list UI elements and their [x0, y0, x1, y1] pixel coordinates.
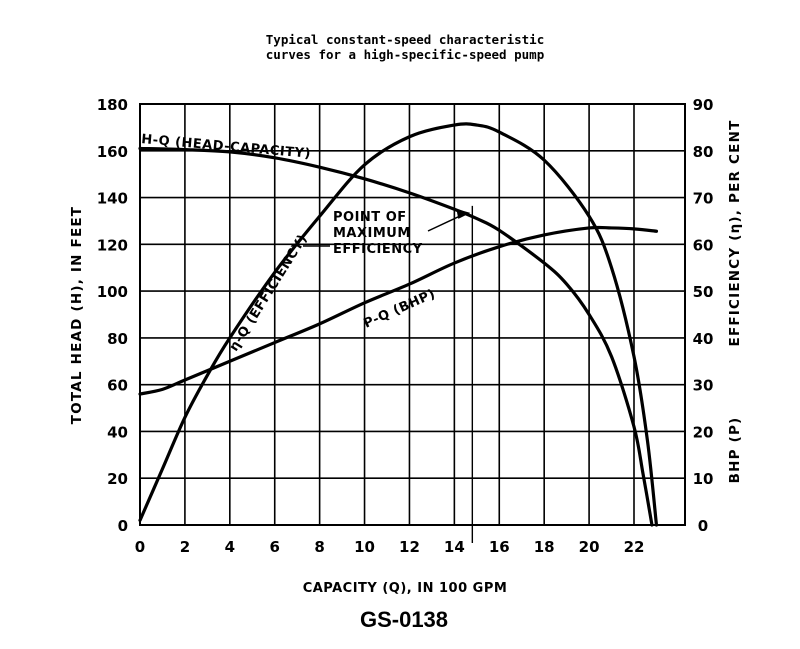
tick-labels: 0 2 4 6 8 10 12 14 16 18 20 22020406080100120140160… — [97, 96, 714, 556]
axis-labels: TOTAL HEAD (H), IN FEET EFFICIENCY (η), … — [69, 120, 743, 484]
y-left-tick-label: 20 — [107, 470, 128, 488]
plot-frame — [139, 103, 686, 526]
y-right-tick-label: 60 — [693, 236, 714, 254]
x-tick-label: 10 — [354, 538, 375, 556]
annotation-line-1: POINT OF — [333, 210, 407, 225]
pq-curve — [138, 225, 659, 396]
y-axis-right-efficiency-label: EFFICIENCY (η), PER CENT — [727, 120, 743, 347]
y-right-tick-label: 90 — [693, 96, 714, 114]
chart-title-line-2: curves for a high-specific-speed pump — [265, 47, 545, 62]
chart-title-line-1: Typical constant-speed characteristic — [265, 32, 545, 47]
eta-curve-label: η-Q (EFFICIENCY) — [227, 232, 311, 354]
x-tick-label: 6 — [270, 538, 280, 556]
y-left-tick-label: 40 — [107, 423, 128, 441]
y-left-tick-label: 60 — [107, 377, 128, 395]
figure-id: GS-0138 — [359, 607, 449, 632]
y-axis-right-bhp-label: BHP (P) — [727, 417, 743, 484]
hq-curve — [138, 146, 654, 527]
y-right-tick-label: 0 — [698, 517, 708, 535]
y-left-tick-label: 120 — [97, 236, 128, 254]
y-right-tick-label: 50 — [693, 283, 714, 301]
x-tick-label: 0 — [135, 538, 145, 556]
curves — [138, 122, 659, 527]
y-left-tick-label: 140 — [97, 190, 128, 208]
x-tick-label: 16 — [489, 538, 510, 556]
x-tick-label: 8 — [314, 538, 324, 556]
grid — [139, 103, 686, 526]
eta-curve — [138, 122, 659, 527]
annotation-line-2: MAXIMUM — [333, 226, 411, 241]
y-right-tick-label: 40 — [693, 330, 714, 348]
annotation-arrow-shaft — [427, 214, 463, 232]
x-tick-label: 14 — [444, 538, 465, 556]
y-right-tick-label: 80 — [693, 143, 714, 161]
annotation-line-3: EFFICIENCY — [333, 242, 423, 257]
x-tick-label: 12 — [399, 538, 420, 556]
annotation-arrowhead-icon — [456, 208, 471, 219]
y-right-tick-label: 30 — [693, 377, 714, 395]
x-tick-label: 2 — [180, 538, 190, 556]
pq-curve-label: P-Q (BHP) — [362, 287, 438, 332]
y-left-tick-label: 0 — [118, 517, 128, 535]
x-axis-label: CAPACITY (Q), IN 100 GPM — [302, 581, 508, 596]
x-tick-label: 20 — [579, 538, 600, 556]
y-left-tick-label: 100 — [97, 283, 128, 301]
x-tick-label: 4 — [225, 538, 235, 556]
y-left-tick-label: 180 — [97, 96, 128, 114]
x-tick-label: 18 — [534, 538, 555, 556]
x-tick-label: 22 — [624, 538, 645, 556]
y-left-tick-label: 80 — [107, 330, 128, 348]
y-left-tick-label: 160 — [97, 143, 128, 161]
y-right-tick-label: 10 — [693, 470, 714, 488]
y-axis-left-label: TOTAL HEAD (H), IN FEET — [69, 206, 85, 424]
y-right-tick-label: 20 — [693, 423, 714, 441]
y-right-tick-label: 70 — [693, 190, 714, 208]
max-efficiency-annotation: POINT OF MAXIMUM EFFICIENCY — [303, 205, 474, 543]
hq-curve-label: H-Q (HEAD-CAPACITY) — [141, 132, 312, 162]
